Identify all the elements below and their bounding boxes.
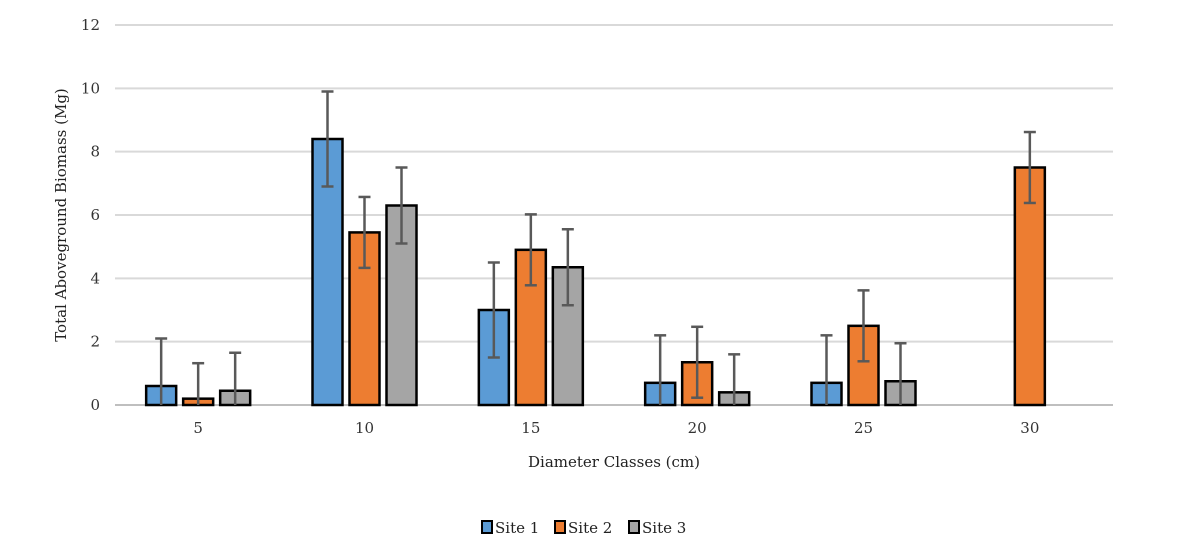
y-tick-label: 2 [90,333,100,351]
bar-site-3-15 [551,266,585,407]
legend-item-site-3: Site 3 [628,519,686,537]
error-bar [820,334,833,405]
y-tick-label: 4 [90,269,100,287]
error-bar [358,195,371,270]
bar-site-2-30 [1013,166,1047,407]
y-tick-label: 12 [81,16,100,34]
legend-label: Site 3 [642,519,686,537]
bars [144,137,1047,407]
y-tick-label: 8 [90,143,100,161]
error-bar [487,261,500,359]
legend-swatch [554,520,566,534]
error-bar [654,334,667,405]
error-bar [155,337,168,405]
y-tick-label: 6 [90,206,100,224]
y-axis-title: Total Aboveground Biomass (Mg) [52,88,70,342]
legend-swatch [481,520,493,534]
legend-item-site-1: Site 1 [481,519,539,537]
x-tick-label: 5 [193,419,203,437]
error-bar [728,353,741,405]
error-bar [321,90,334,188]
x-tick-label: 30 [1020,419,1039,437]
error-bar [561,228,574,307]
y-axis-ticks: 0 2 4 6 8 10 12 [81,16,100,414]
gridlines [115,24,1113,406]
legend: Site 1 Site 2 Site 3 [481,519,686,537]
error-bar [691,325,704,399]
bar-site-2-15 [514,248,548,407]
legend-label: Site 2 [568,519,612,537]
error-bar [395,166,408,245]
x-tick-label: 15 [521,419,540,437]
error-bars [155,90,1036,405]
error-bar [229,351,242,405]
error-bar [192,361,205,405]
legend-label: Site 1 [495,519,539,537]
legend-swatch [628,520,640,534]
error-bar [857,289,870,363]
legend-item-site-2: Site 2 [554,519,612,537]
error-bar [894,342,907,405]
x-tick-label: 10 [355,419,374,437]
y-tick-label: 10 [81,79,100,97]
x-axis-title: Diameter Classes (cm) [528,453,700,471]
error-bar [1023,130,1036,205]
y-tick-label: 0 [90,396,100,414]
x-axis-ticks: 5 10 15 20 25 30 [193,419,1039,437]
x-tick-label: 25 [854,419,873,437]
x-tick-label: 20 [688,419,707,437]
error-bar [524,213,537,287]
